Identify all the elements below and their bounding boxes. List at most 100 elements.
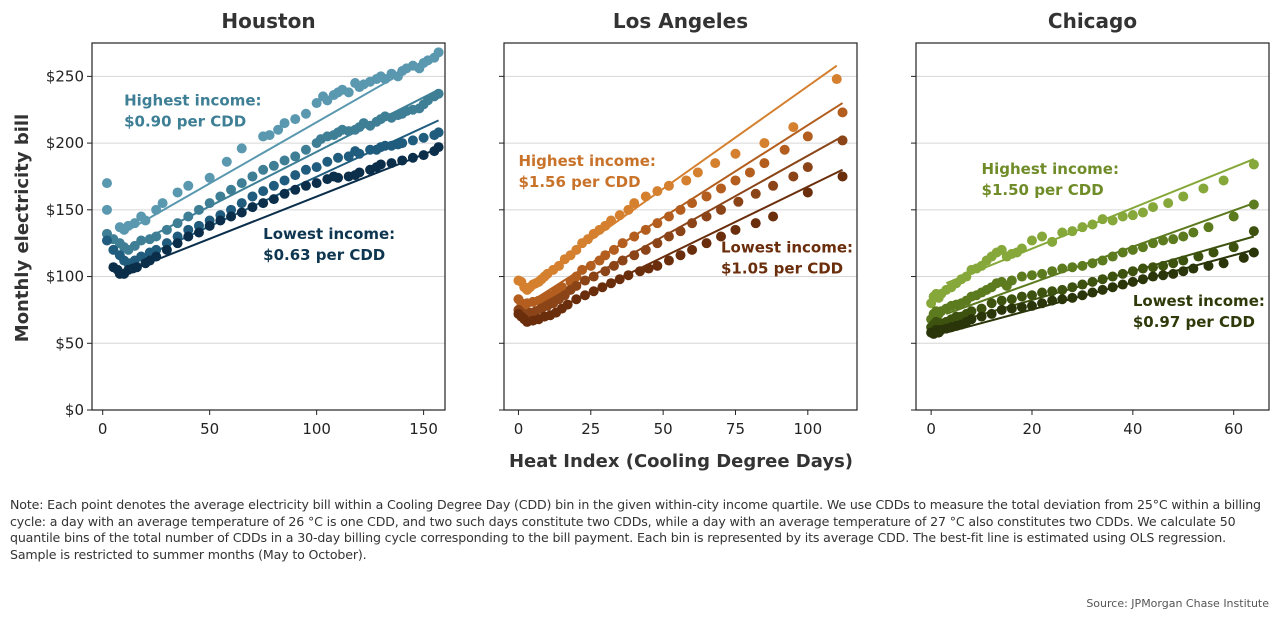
data-point (837, 107, 848, 118)
annotation-rate: $0.63 per CDD (263, 246, 385, 264)
data-point (1228, 242, 1239, 253)
data-point (1137, 274, 1148, 285)
data-point (193, 204, 204, 215)
data-point (716, 204, 727, 215)
data-point (837, 135, 848, 146)
data-point (204, 198, 215, 209)
data-point (629, 250, 640, 261)
data-point (172, 218, 183, 229)
data-point (343, 87, 354, 98)
data-point (1057, 284, 1068, 295)
data-point (264, 130, 275, 141)
data-point (1097, 284, 1108, 295)
data-point (1163, 198, 1174, 209)
chart-panel-2: Los Angeles 0 25 50 75 100 Highest income: $1.5… (499, 9, 858, 438)
series-2 (926, 199, 1259, 325)
x-tick-label: 75 (726, 420, 745, 438)
data-point (1087, 287, 1098, 298)
data-point (966, 306, 977, 317)
data-point (204, 220, 215, 231)
data-point (606, 215, 617, 226)
data-point (1006, 303, 1017, 314)
data-point (279, 155, 290, 166)
annotation-rate: $1.56 per CDD (518, 173, 640, 191)
series-4 (108, 142, 444, 279)
data-point (802, 162, 813, 173)
data-point (1158, 260, 1169, 271)
data-point (407, 135, 418, 146)
data-point (1248, 226, 1259, 237)
data-point (172, 238, 183, 249)
data-point (1178, 255, 1189, 266)
data-point (1047, 295, 1058, 306)
data-point (418, 150, 429, 161)
data-point (354, 148, 365, 159)
data-point (976, 311, 987, 322)
data-point (1077, 222, 1088, 233)
data-point (623, 270, 634, 281)
data-point (759, 138, 770, 149)
data-point (701, 238, 712, 249)
data-point (1248, 159, 1259, 170)
data-point (236, 198, 247, 209)
series-4 (513, 168, 848, 327)
data-point (1158, 270, 1169, 281)
data-point (1168, 258, 1179, 269)
data-point (1107, 215, 1118, 226)
annotation-rate: $1.50 per CDD (982, 181, 1104, 199)
data-point (701, 191, 712, 202)
data-point (1077, 279, 1088, 290)
x-axis-label: Heat Index (Cooling Degree Days) (509, 451, 853, 472)
data-point (1198, 183, 1209, 194)
data-point (268, 194, 279, 205)
data-point (161, 244, 172, 255)
data-point (1168, 268, 1179, 279)
data-point (204, 172, 215, 183)
data-point (1016, 243, 1027, 254)
data-point (1067, 292, 1078, 303)
data-point (652, 218, 663, 229)
data-point (221, 156, 232, 167)
y-tick-label: $200 (46, 134, 84, 152)
y-tick-label: $50 (55, 334, 84, 352)
data-point (1006, 275, 1017, 286)
x-tick-label: 50 (654, 420, 673, 438)
data-point (433, 88, 444, 99)
data-point (1026, 290, 1037, 301)
data-point (617, 255, 628, 266)
data-point (562, 299, 573, 310)
data-point (617, 238, 628, 249)
data-point (1016, 302, 1027, 313)
data-point (1026, 235, 1037, 246)
data-point (268, 180, 279, 191)
data-point (779, 144, 790, 155)
data-point (140, 215, 151, 226)
annotation-label: Lowest income: (263, 225, 395, 243)
data-point (1117, 211, 1128, 222)
data-point (1148, 262, 1159, 273)
data-point (600, 250, 611, 261)
data-point (1037, 231, 1048, 242)
data-point (333, 152, 344, 163)
data-point (802, 187, 813, 198)
data-point (1168, 234, 1179, 245)
x-tick-label: 60 (1224, 420, 1243, 438)
data-point (687, 218, 698, 229)
series-1 (926, 158, 1259, 309)
data-point (1127, 266, 1138, 277)
data-point (1248, 247, 1259, 258)
data-point (614, 210, 625, 221)
data-point (750, 218, 761, 229)
data-point (701, 211, 712, 222)
data-point (1203, 260, 1214, 271)
data-point (1057, 294, 1068, 305)
data-point (675, 204, 686, 215)
data-point (614, 274, 625, 285)
data-point (608, 260, 619, 271)
data-point (279, 175, 290, 186)
data-point (1047, 236, 1058, 247)
data-point (675, 226, 686, 237)
data-point (634, 266, 645, 277)
data-point (1178, 266, 1189, 277)
data-point (768, 180, 779, 191)
